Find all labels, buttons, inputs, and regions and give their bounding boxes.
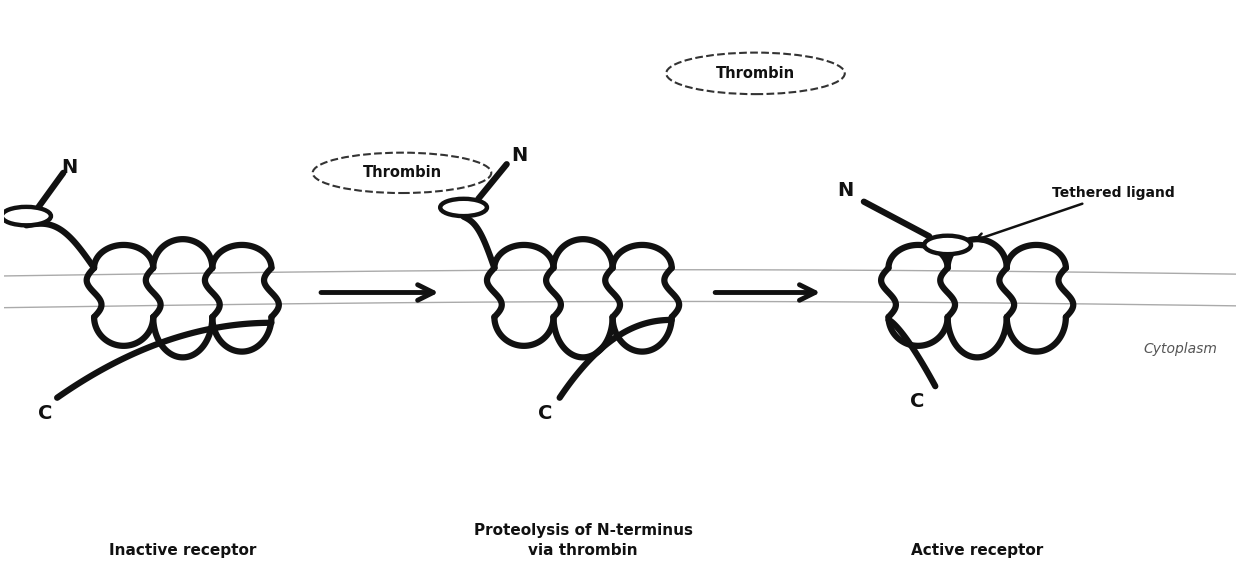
Text: Proteolysis of N-terminus
via thrombin: Proteolysis of N-terminus via thrombin bbox=[474, 523, 693, 558]
Text: C: C bbox=[37, 404, 52, 422]
Ellipse shape bbox=[666, 53, 844, 94]
Text: Inactive receptor: Inactive receptor bbox=[109, 543, 257, 558]
Text: N: N bbox=[511, 146, 527, 165]
Text: N: N bbox=[837, 181, 853, 199]
Text: N: N bbox=[61, 157, 78, 177]
Text: Thrombin: Thrombin bbox=[362, 166, 441, 180]
Ellipse shape bbox=[1, 207, 51, 225]
Text: Cytoplasm: Cytoplasm bbox=[1143, 342, 1218, 356]
Ellipse shape bbox=[440, 199, 487, 216]
Text: Thrombin: Thrombin bbox=[715, 66, 795, 81]
Ellipse shape bbox=[312, 153, 491, 193]
Text: Tethered ligand: Tethered ligand bbox=[975, 186, 1176, 242]
Text: C: C bbox=[910, 392, 924, 411]
Ellipse shape bbox=[924, 236, 971, 254]
Text: C: C bbox=[538, 404, 552, 422]
Text: Active receptor: Active receptor bbox=[911, 543, 1043, 558]
